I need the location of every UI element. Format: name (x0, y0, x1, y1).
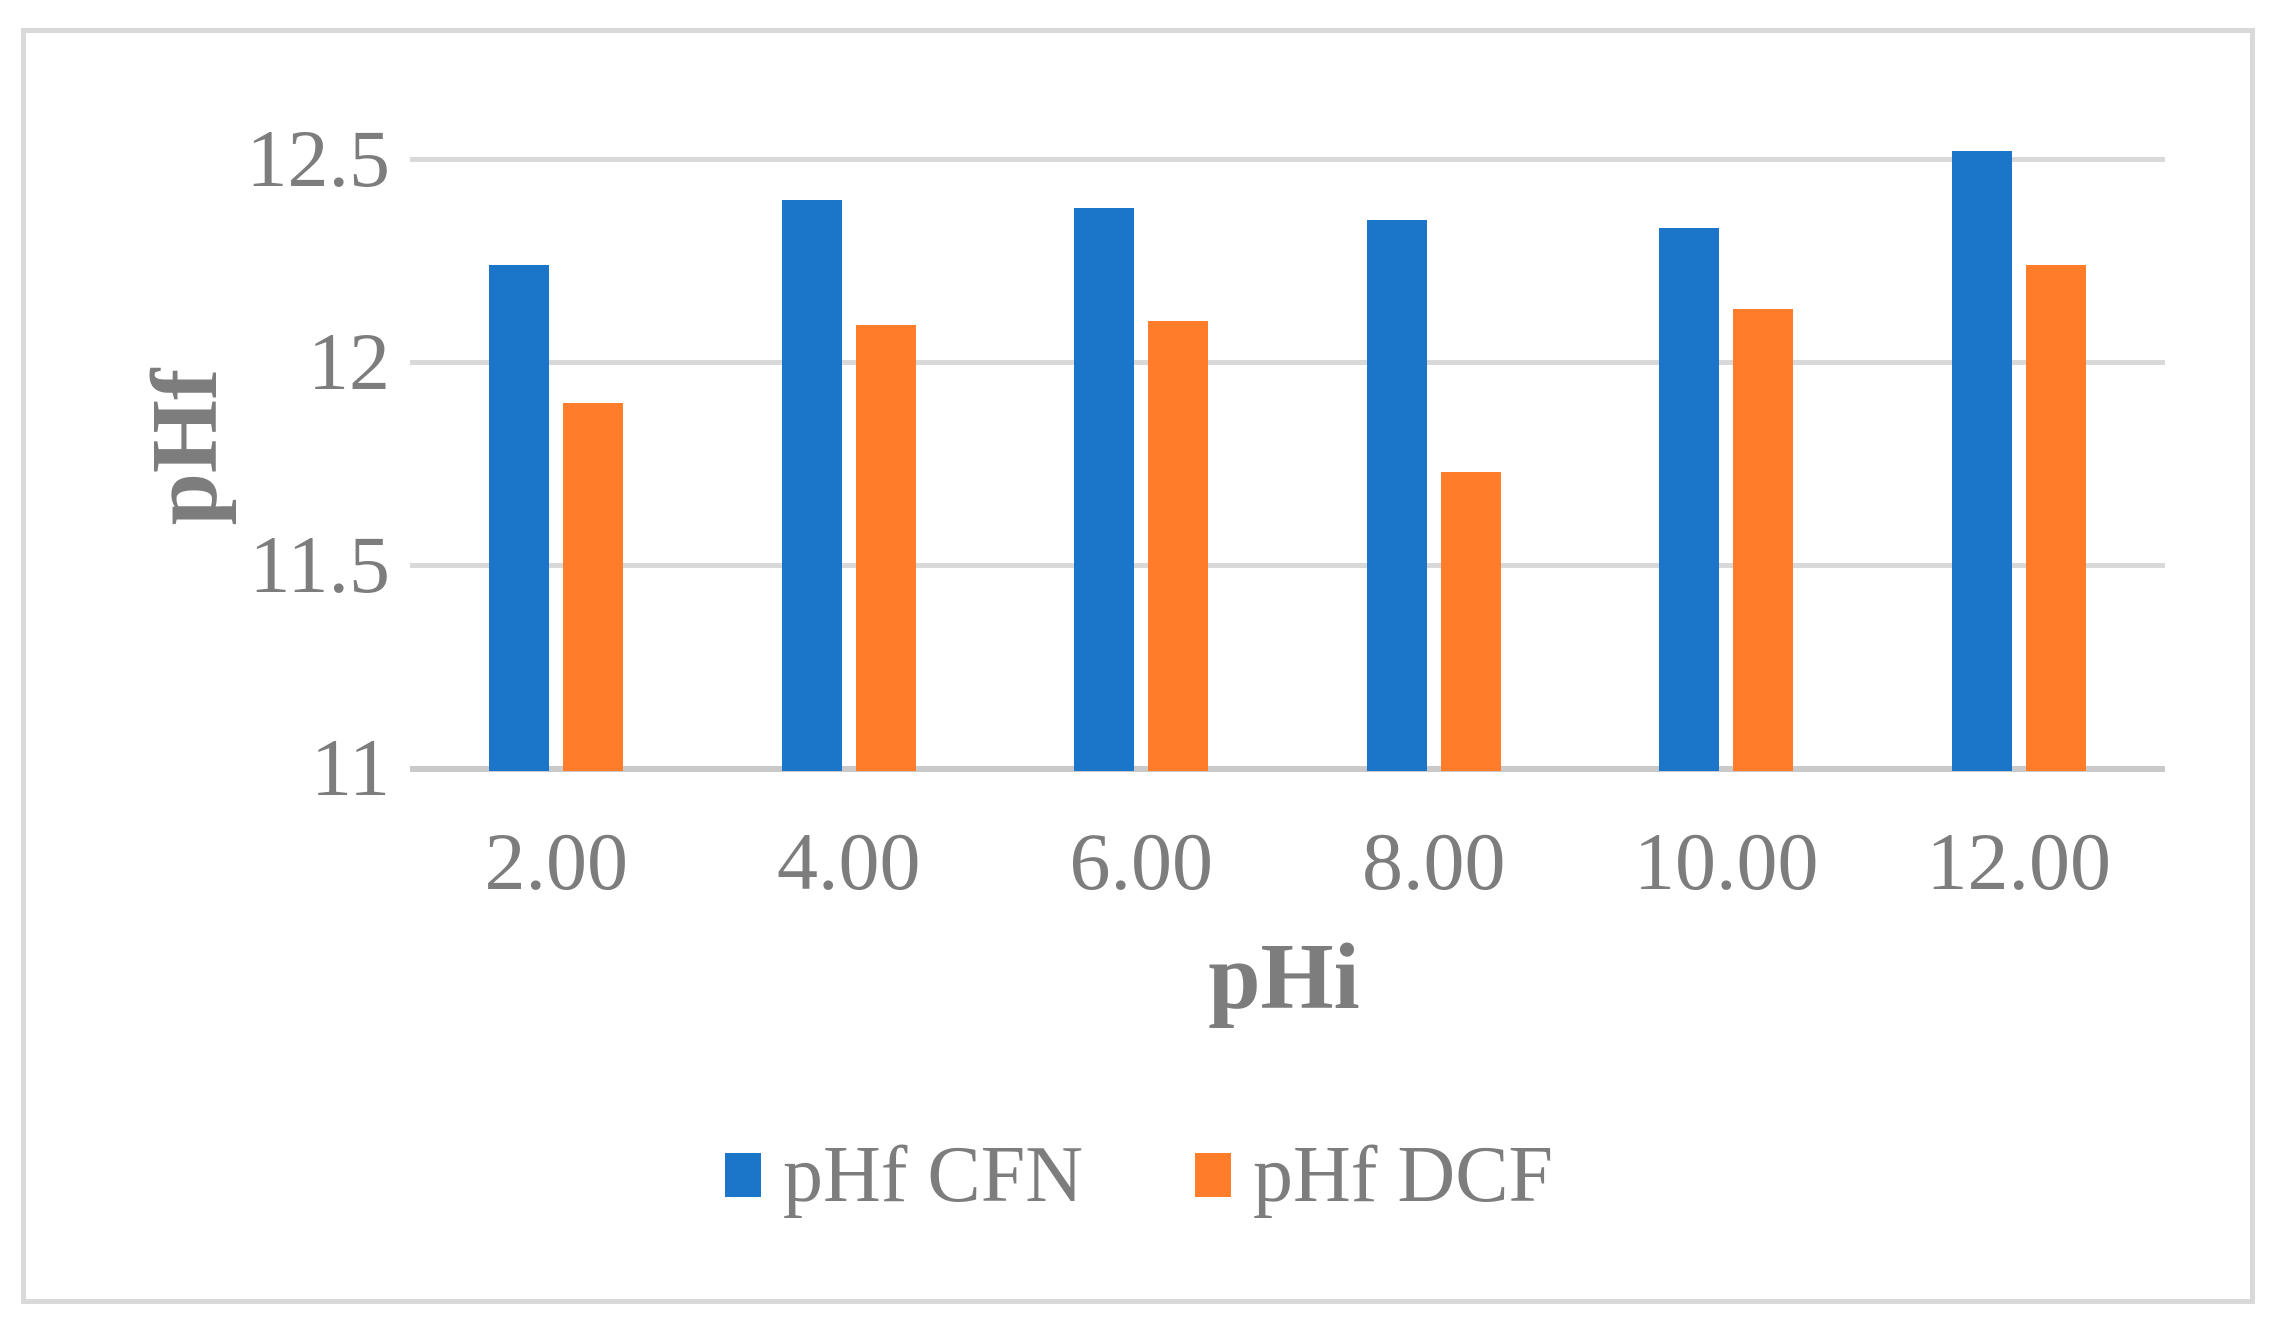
bar-phf-dcf (2025, 264, 2086, 771)
bar-phf-dcf (855, 325, 916, 771)
y-tick-label: 12.5 (246, 113, 391, 204)
legend-item: pHf CFN (724, 1131, 1083, 1219)
bar-phf-cfn (1074, 207, 1135, 771)
x-tick-label: 2.00 (484, 816, 629, 907)
bar-phf-cfn (781, 199, 842, 771)
gridline (410, 360, 2165, 365)
x-tick-label: 10.00 (1634, 816, 1819, 907)
bar-phf-cfn (1951, 150, 2012, 771)
gridline (410, 563, 2165, 568)
legend-item: pHf DCF (1195, 1135, 1553, 1215)
legend-label: pHf CFN (782, 1131, 1083, 1219)
bar-phf-dcf (1440, 471, 1501, 771)
legend-marker-icon (724, 1153, 761, 1197)
x-tick-label: 4.00 (777, 816, 921, 907)
legend: pHf CFN pHf DCF (0, 1110, 2278, 1240)
y-tick-label: 12 (308, 316, 390, 407)
y-tick-label: 11.5 (249, 519, 390, 610)
gridline (410, 157, 2165, 162)
bar-phf-dcf (1148, 321, 1209, 771)
bar-phf-dcf (1733, 309, 1794, 771)
x-tick-label: 6.00 (1069, 816, 1214, 907)
y-tick-label: 11 (311, 722, 390, 813)
bar-phf-cfn (1366, 219, 1427, 771)
legend-marker-icon (1195, 1153, 1231, 1197)
x-axis-line (410, 766, 2165, 772)
bar-phf-cfn (1659, 228, 1720, 771)
legend-label: pHf DCF (1253, 1131, 1554, 1219)
bar-phf-dcf (563, 402, 624, 771)
bar-phf-cfn (489, 264, 550, 771)
y-axis-title: pHf (133, 368, 237, 526)
x-tick-label: 8.00 (1362, 816, 1506, 907)
x-tick-label: 12.00 (1926, 816, 2112, 907)
chart-border-frame (21, 28, 2255, 1304)
x-axis-title: pHi (1208, 925, 1360, 1029)
